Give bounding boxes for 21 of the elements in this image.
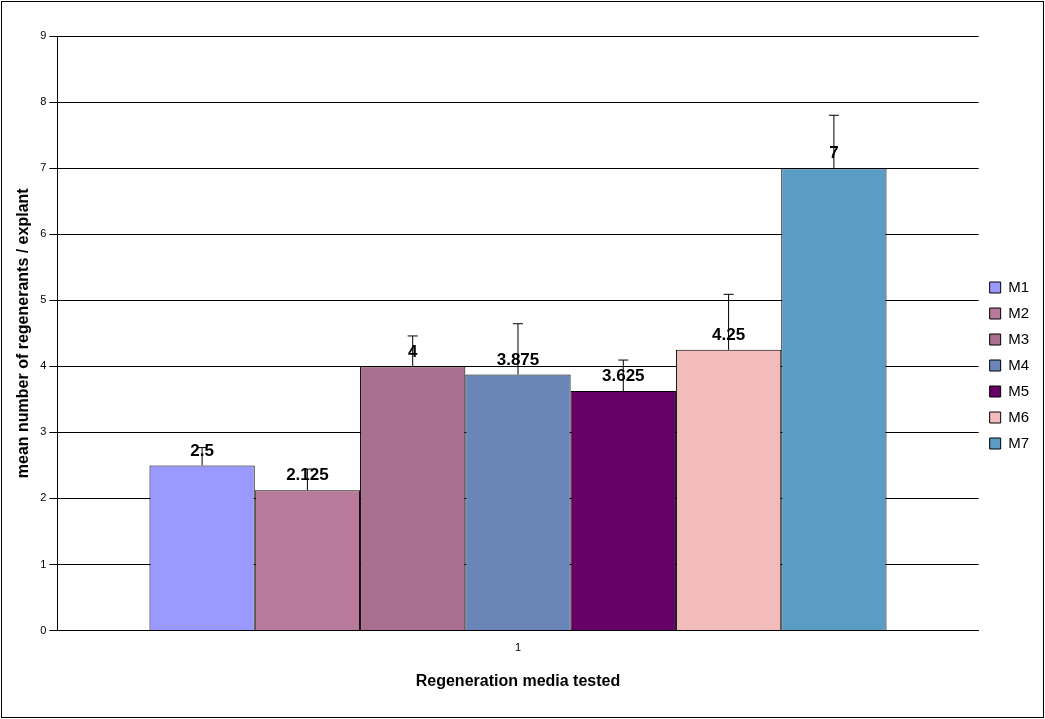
y-tick-label: 6 [40,227,47,240]
y-tick-label: 9 [40,29,47,42]
legend-label: M3 [1008,329,1030,347]
legend-label: M5 [1008,381,1030,399]
y-tick-label: 7 [40,161,47,174]
legend-label: M1 [1008,277,1030,295]
legend-label: M2 [1008,303,1030,321]
legend-label: M4 [1008,355,1030,373]
data-label: 2.5 [190,440,214,460]
y-tick-label: 1 [40,557,47,570]
y-tick-label: 4 [40,359,47,372]
data-label: 3.875 [496,349,540,369]
legend-label: M6 [1008,407,1030,425]
legend-label: M7 [1008,433,1030,451]
y-tick-label: 5 [40,293,47,306]
y-tick-label: 8 [40,95,47,108]
y-tick-label: 0 [40,623,47,636]
y-tick-label: 3 [40,425,47,438]
x-axis-title: Regeneration media tested [415,671,621,689]
y-tick-label: 2 [40,491,47,504]
y-axis-title: mean number of regenerants / explant [14,187,32,479]
